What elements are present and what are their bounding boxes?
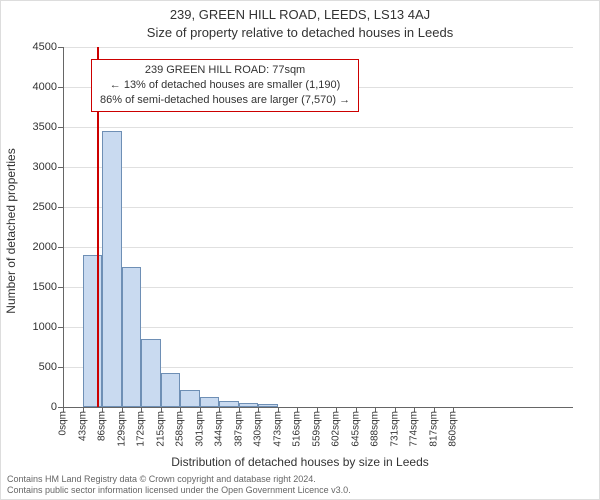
x-axis-line xyxy=(63,407,573,408)
annotation-line2: ← 13% of detached houses are smaller (1,… xyxy=(100,78,350,93)
histogram-bar xyxy=(200,397,220,407)
x-axis-label: Distribution of detached houses by size … xyxy=(1,455,599,469)
xtick-label: 43sqm xyxy=(77,411,88,441)
gridline xyxy=(63,207,573,208)
ytick-label: 2000 xyxy=(33,241,63,253)
xtick-label: 86sqm xyxy=(97,411,108,441)
chart-container: 239, GREEN HILL ROAD, LEEDS, LS13 4AJ Si… xyxy=(0,0,600,500)
ytick-label: 3000 xyxy=(33,161,63,173)
xtick-label: 817sqm xyxy=(428,411,439,447)
xtick-label: 129sqm xyxy=(116,411,127,447)
xtick-label: 344sqm xyxy=(214,411,225,447)
gridline xyxy=(63,127,573,128)
plot-area: 0500100015002000250030003500400045000sqm… xyxy=(63,47,573,407)
footer-attribution: Contains HM Land Registry data © Crown c… xyxy=(7,474,351,495)
xtick-label: 215sqm xyxy=(155,411,166,447)
histogram-bar xyxy=(141,339,161,407)
footer-line1: Contains HM Land Registry data © Crown c… xyxy=(7,474,351,484)
gridline xyxy=(63,247,573,248)
chart-title-line2: Size of property relative to detached ho… xyxy=(1,25,599,40)
ytick-label: 1000 xyxy=(33,321,63,333)
y-axis-line xyxy=(63,47,64,407)
gridline xyxy=(63,47,573,48)
xtick-label: 602sqm xyxy=(331,411,342,447)
xtick-label: 473sqm xyxy=(272,411,283,447)
xtick-label: 387sqm xyxy=(233,411,244,447)
histogram-bar xyxy=(102,131,122,407)
annotation-line3: 86% of semi-detached houses are larger (… xyxy=(100,93,350,108)
xtick-label: 688sqm xyxy=(370,411,381,447)
gridline xyxy=(63,167,573,168)
ytick-label: 1500 xyxy=(33,281,63,293)
histogram-bar xyxy=(83,255,103,407)
annotation-line1: 239 GREEN HILL ROAD: 77sqm xyxy=(100,63,350,78)
xtick-label: 774sqm xyxy=(409,411,420,447)
ytick-label: 4000 xyxy=(33,81,63,93)
histogram-bar xyxy=(180,390,200,407)
y-axis-label: Number of detached properties xyxy=(4,148,18,313)
chart-title-line1: 239, GREEN HILL ROAD, LEEDS, LS13 4AJ xyxy=(1,7,599,22)
xtick-label: 301sqm xyxy=(194,411,205,447)
plot-inner: 0500100015002000250030003500400045000sqm… xyxy=(63,47,573,407)
ytick-label: 500 xyxy=(39,361,63,373)
ytick-label: 4500 xyxy=(33,41,63,53)
annotation-box: 239 GREEN HILL ROAD: 77sqm← 13% of detac… xyxy=(91,59,359,112)
xtick-label: 172sqm xyxy=(136,411,147,447)
xtick-label: 559sqm xyxy=(311,411,322,447)
xtick-label: 645sqm xyxy=(350,411,361,447)
histogram-bar xyxy=(122,267,142,407)
xtick-label: 0sqm xyxy=(58,411,69,435)
footer-line2: Contains public sector information licen… xyxy=(7,485,351,495)
xtick-label: 430sqm xyxy=(253,411,264,447)
histogram-bar xyxy=(161,373,181,407)
ytick-label: 3500 xyxy=(33,121,63,133)
xtick-label: 516sqm xyxy=(292,411,303,447)
xtick-label: 860sqm xyxy=(448,411,459,447)
xtick-label: 258sqm xyxy=(175,411,186,447)
xtick-label: 731sqm xyxy=(389,411,400,447)
ytick-label: 2500 xyxy=(33,201,63,213)
